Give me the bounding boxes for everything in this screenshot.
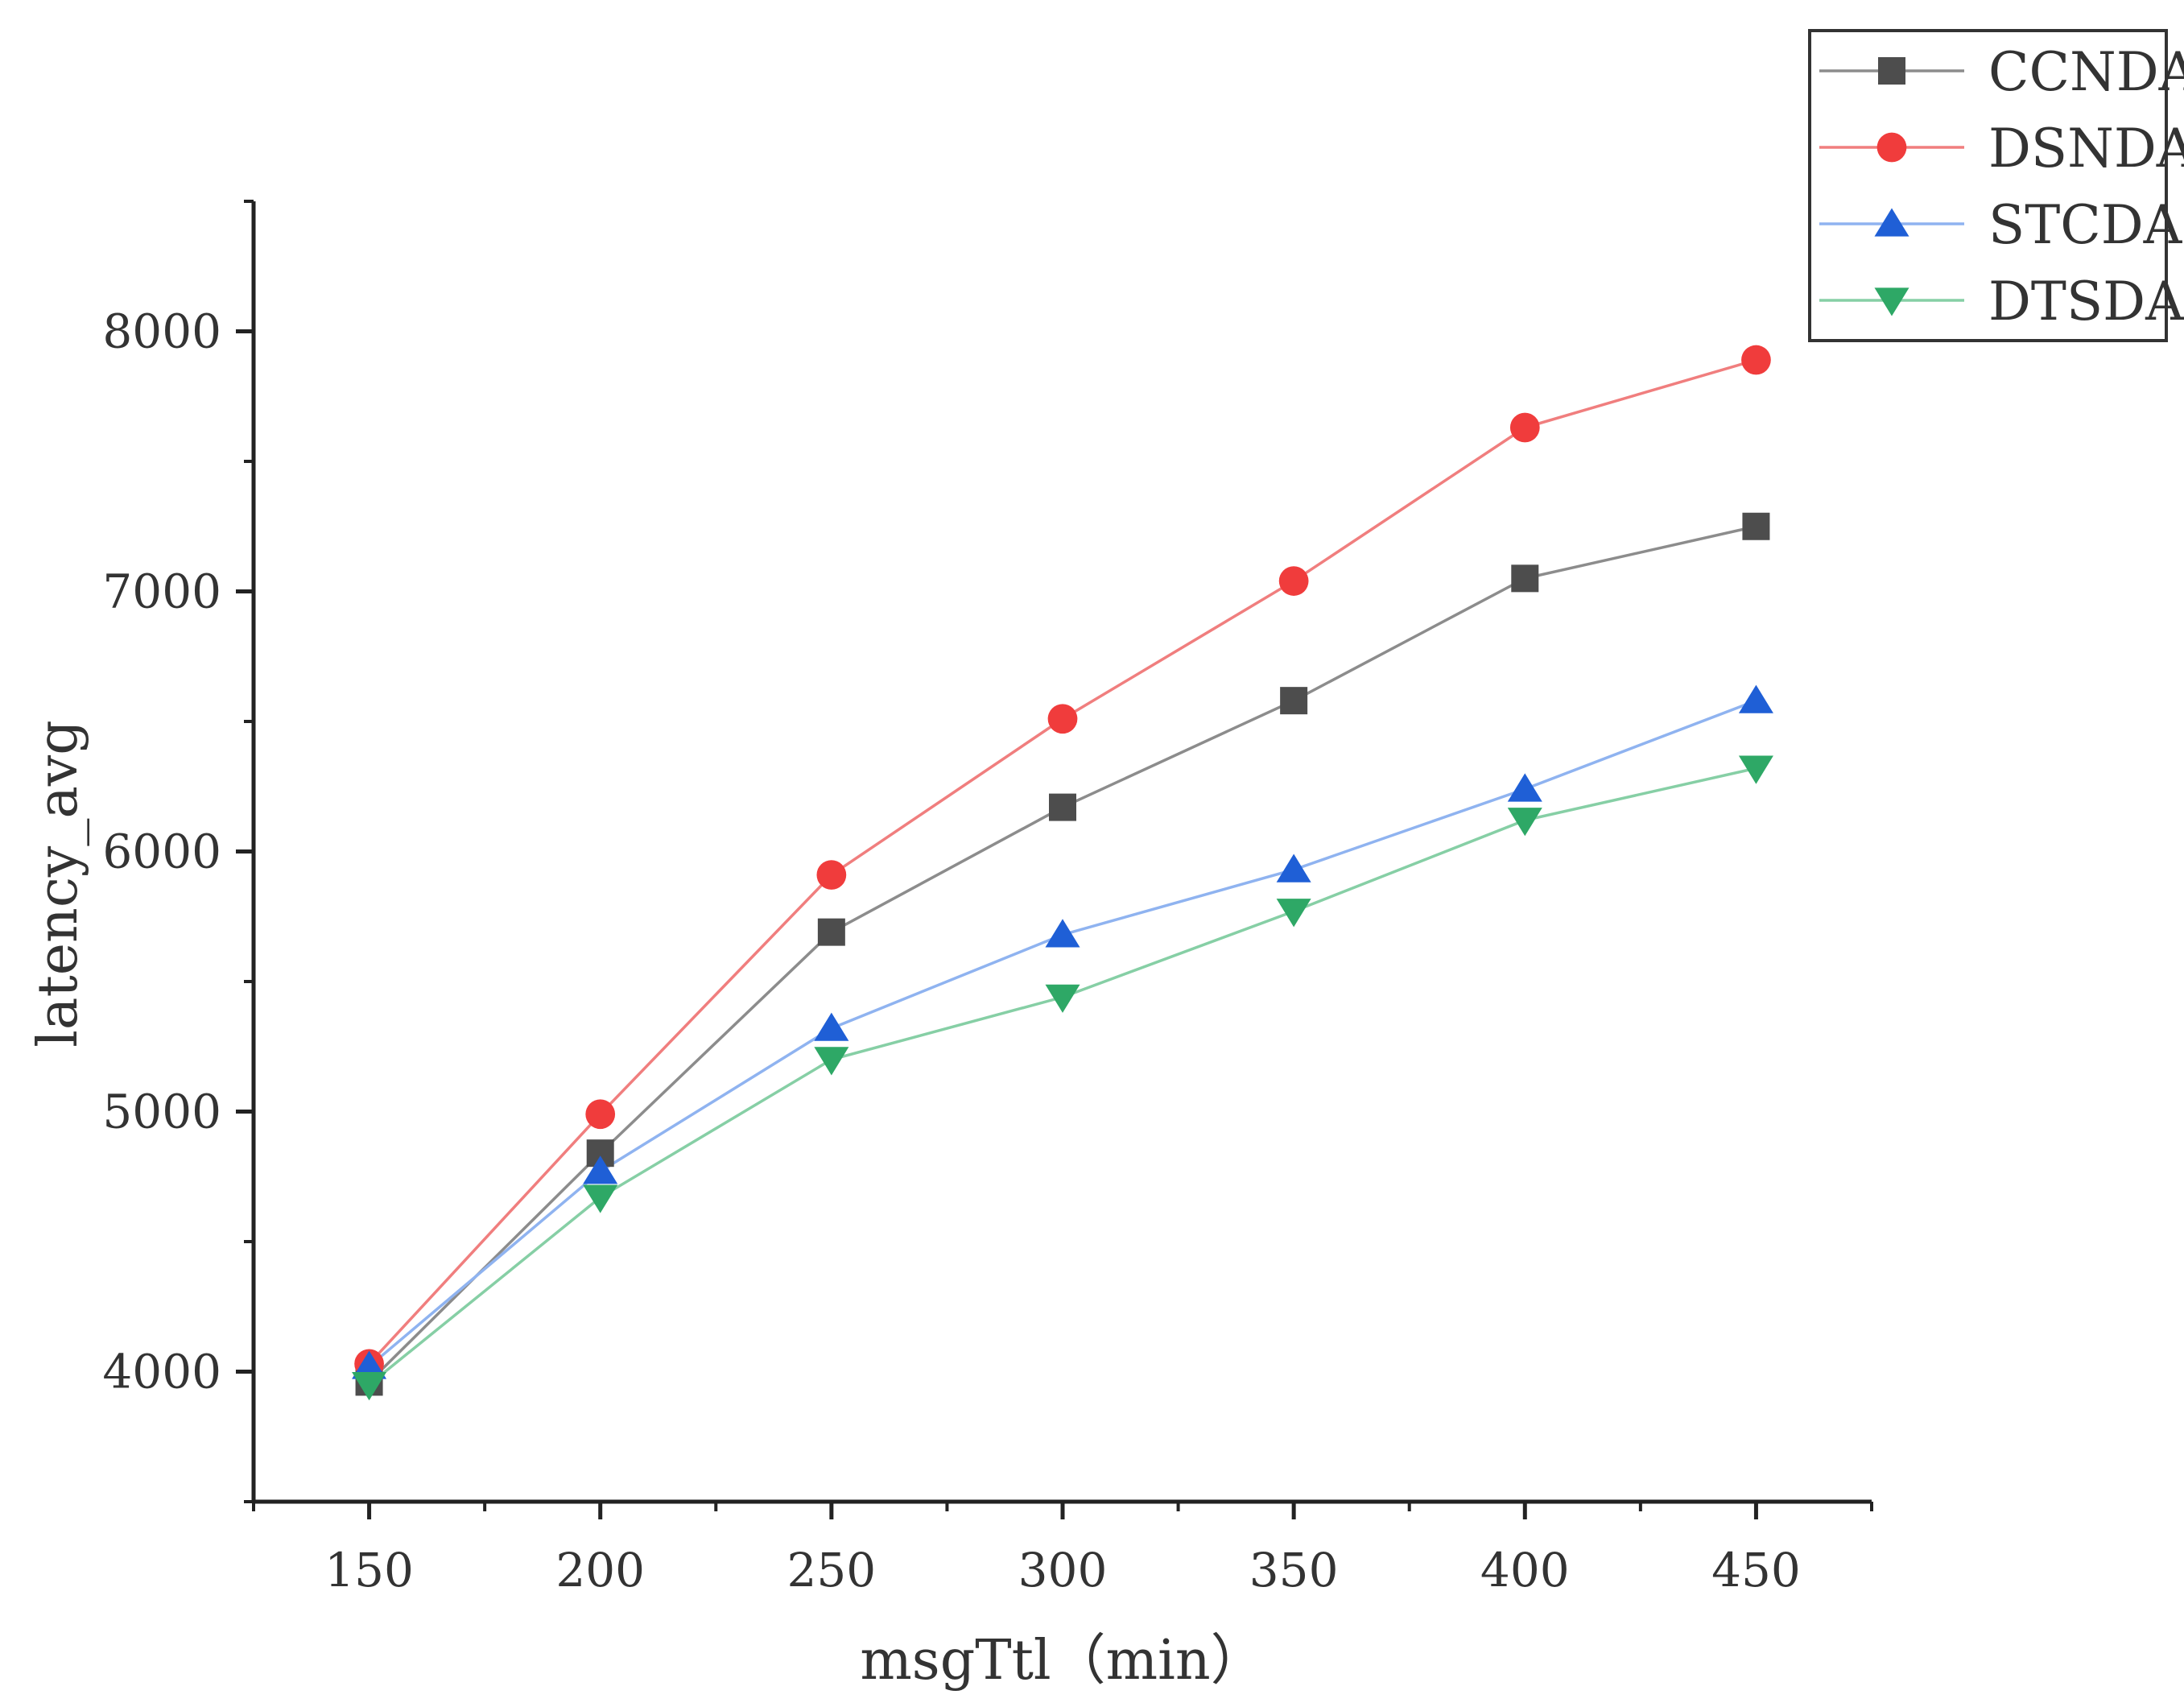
x-tick-label: 250 (786, 1543, 876, 1597)
data-point-stcda (583, 1155, 618, 1184)
series-line-dtsda (368, 767, 1757, 1387)
data-point-dtsda (1045, 984, 1080, 1013)
legend-marker-dtsda (1874, 287, 1909, 316)
series-markers (352, 345, 1773, 1401)
x-tick-label: 200 (555, 1543, 645, 1597)
legend-label-dsnda: DSNDA (1988, 118, 2184, 180)
y-tick-label: 7000 (102, 564, 221, 619)
data-point-stcda (814, 1012, 849, 1041)
data-point-ccnda (1511, 564, 1539, 593)
y-tick-label: 4000 (102, 1345, 221, 1399)
legend-marker-dsnda (1876, 132, 1907, 163)
x-axis-title: msgTtl（min） (860, 1629, 1265, 1693)
legend-label-stcda: STCDA (1988, 194, 2183, 256)
data-point-dtsda (1276, 899, 1311, 928)
data-point-stcda (1276, 854, 1311, 882)
data-point-dsnda (1509, 412, 1540, 443)
series-line-ccnda (368, 525, 1757, 1383)
series-line-dsnda (368, 358, 1757, 1365)
data-point-dsnda (585, 1099, 616, 1130)
x-tick-label: 350 (1249, 1543, 1339, 1597)
legend-label-ccnda: CCNDA (1988, 41, 2184, 103)
data-point-dtsda (583, 1184, 618, 1213)
data-point-ccnda (1742, 512, 1770, 540)
x-tick-label: 150 (324, 1543, 414, 1597)
data-point-dtsda (1738, 755, 1773, 784)
data-point-dsnda (816, 860, 847, 890)
data-point-dtsda (352, 1372, 387, 1401)
data-point-dsnda (1278, 566, 1309, 596)
data-point-dsnda (1741, 345, 1771, 375)
data-point-ccnda (1280, 687, 1308, 715)
data-point-dtsda (814, 1047, 849, 1076)
legend-box (1808, 29, 2168, 342)
legend-marker-ccnda (1878, 57, 1905, 85)
data-point-dsnda (1047, 704, 1078, 734)
data-point-stcda (352, 1350, 387, 1379)
data-point-stcda (1738, 684, 1773, 713)
y-tick-label: 5000 (102, 1085, 221, 1139)
legend: CCNDA DSNDA STCDA DTSDA (1808, 29, 2184, 342)
data-point-stcda (1045, 919, 1080, 948)
data-point-ccnda (817, 918, 845, 946)
data-point-dtsda (1507, 808, 1542, 837)
x-tick-label: 300 (1018, 1543, 1108, 1597)
legend-label-dtsda: DTSDA (1988, 271, 2184, 333)
series-lines (368, 358, 1757, 1387)
data-point-stcda (1507, 773, 1542, 802)
y-tick-label: 8000 (102, 304, 221, 359)
axes (236, 200, 1873, 1519)
legend-marker-stcda (1874, 208, 1909, 237)
data-point-ccnda (1049, 793, 1076, 821)
y-axis-title: latency_avg (27, 720, 90, 1048)
tick-labels: 4000 5000 6000 7000 8000 150 200 250 300 350 400 45… (102, 304, 1800, 1598)
y-tick-label: 6000 (102, 825, 221, 879)
x-tick-label: 400 (1480, 1543, 1570, 1597)
x-tick-label: 450 (1711, 1543, 1801, 1597)
